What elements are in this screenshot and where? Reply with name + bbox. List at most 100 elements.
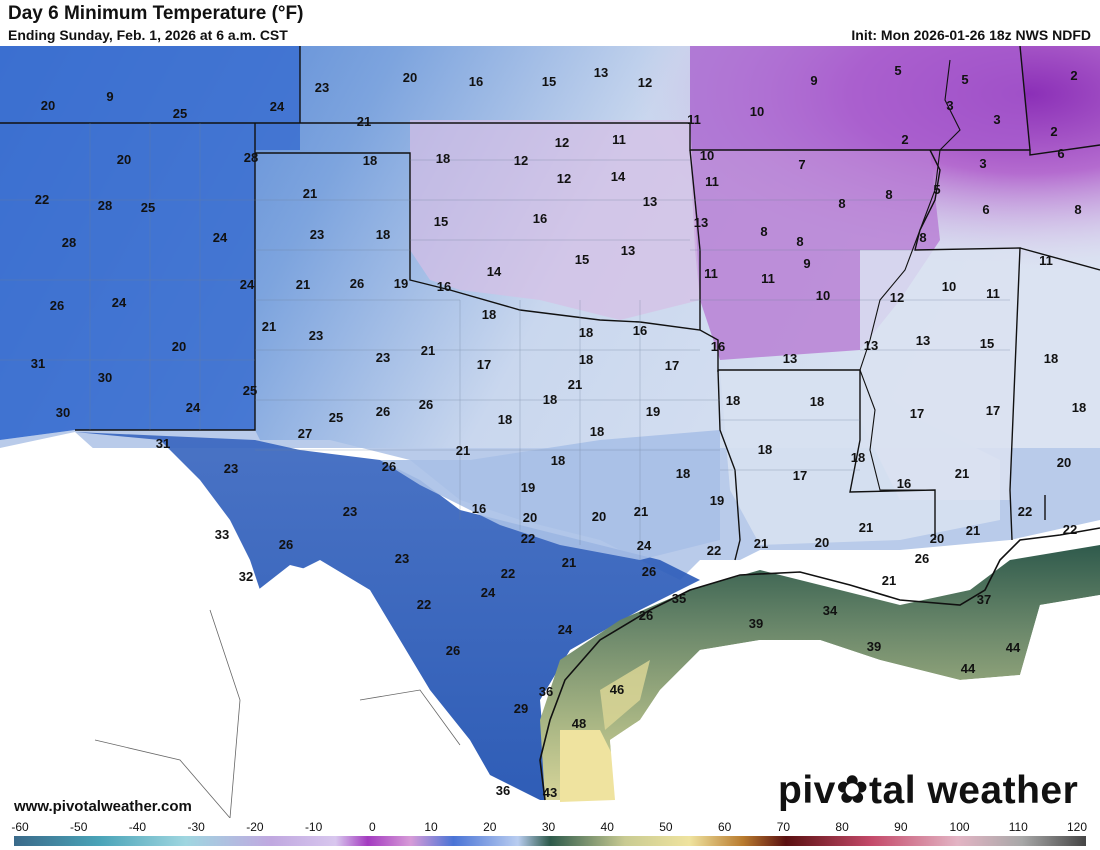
temperature-label: 3 bbox=[993, 112, 1000, 127]
temperature-label: 18 bbox=[851, 450, 865, 465]
legend-tick-label: -50 bbox=[70, 820, 88, 834]
temperature-label: 25 bbox=[173, 106, 187, 121]
temperature-label: 28 bbox=[98, 198, 112, 213]
temperature-label: 5 bbox=[961, 72, 968, 87]
temperature-label: 8 bbox=[796, 234, 803, 249]
temperature-label: 18 bbox=[498, 412, 512, 427]
temperature-label: 18 bbox=[579, 352, 593, 367]
temperature-label: 23 bbox=[395, 551, 409, 566]
legend-tick-label: 0 bbox=[369, 820, 376, 834]
temperature-label: 18 bbox=[676, 466, 690, 481]
temperature-label: 24 bbox=[558, 622, 573, 637]
temperature-label: 16 bbox=[437, 279, 451, 294]
temperature-label: 39 bbox=[749, 616, 763, 631]
temperature-label: 10 bbox=[942, 279, 956, 294]
temperature-label: 26 bbox=[350, 276, 364, 291]
oklahoma-lilac bbox=[410, 120, 700, 320]
temperature-label: 16 bbox=[469, 74, 483, 89]
temperature-label: 8 bbox=[760, 224, 767, 239]
mexico-region bbox=[0, 432, 545, 818]
temperature-label: 23 bbox=[315, 80, 329, 95]
temperature-label: 18 bbox=[1072, 400, 1086, 415]
temperature-label: 11 bbox=[761, 271, 775, 286]
legend-tick-label: 80 bbox=[835, 820, 849, 834]
temperature-label: 16 bbox=[533, 211, 547, 226]
valid-time-subtitle: Ending Sunday, Feb. 1, 2026 at 6 a.m. CS… bbox=[8, 27, 288, 43]
temperature-label: 6 bbox=[982, 202, 989, 217]
legend-tick-label: 40 bbox=[601, 820, 615, 834]
temperature-label: 15 bbox=[542, 74, 556, 89]
temperature-label: 26 bbox=[376, 404, 390, 419]
mexico-state-line-3 bbox=[359, 689, 461, 746]
logo-text-start: piv bbox=[778, 769, 836, 812]
temperature-label: 20 bbox=[815, 535, 829, 550]
gear-icon: ✿ bbox=[835, 769, 870, 812]
legend-tick-label: 10 bbox=[424, 820, 438, 834]
temperature-label: 30 bbox=[98, 370, 112, 385]
legend-tick-label: 30 bbox=[542, 820, 556, 834]
temperature-label: 22 bbox=[35, 192, 49, 207]
temperature-label: 14 bbox=[487, 264, 502, 279]
pivotal-weather-logo: piv✿tal weather bbox=[778, 768, 1078, 813]
legend-tick-label: -60 bbox=[11, 820, 29, 834]
temperature-label: 21 bbox=[568, 377, 582, 392]
temperature-label: 13 bbox=[643, 194, 657, 209]
temperature-label: 12 bbox=[890, 290, 904, 305]
temperature-label: 28 bbox=[62, 235, 76, 250]
missouri-purple bbox=[690, 46, 1030, 150]
legend-tick-label: -20 bbox=[246, 820, 264, 834]
temperature-label: 48 bbox=[572, 716, 586, 731]
temperature-label: 21 bbox=[859, 520, 873, 535]
temperature-label: 12 bbox=[557, 171, 571, 186]
temperature-label: 18 bbox=[758, 442, 772, 457]
temperature-label: 17 bbox=[910, 406, 924, 421]
temperature-label: 13 bbox=[783, 351, 797, 366]
temperature-label: 18 bbox=[482, 307, 496, 322]
temperature-label: 10 bbox=[750, 104, 764, 119]
temperature-label: 15 bbox=[980, 336, 994, 351]
temperature-label: 26 bbox=[639, 608, 653, 623]
temperature-label: 3 bbox=[946, 98, 953, 113]
temperature-label: 20 bbox=[930, 531, 944, 546]
temperature-label: 20 bbox=[403, 70, 417, 85]
logo-text-end: tal weather bbox=[869, 769, 1079, 812]
legend-tick-label: 90 bbox=[894, 820, 908, 834]
temperature-label: 18 bbox=[590, 424, 604, 439]
temperature-label: 21 bbox=[357, 114, 371, 129]
temperature-label: 21 bbox=[562, 555, 576, 570]
temperature-label: 24 bbox=[637, 538, 652, 553]
temperature-label: 20 bbox=[523, 510, 537, 525]
temperature-label: 18 bbox=[376, 227, 390, 242]
gulf-water bbox=[540, 545, 1100, 800]
temperature-label: 32 bbox=[239, 569, 253, 584]
temperature-label: 2 bbox=[1050, 124, 1057, 139]
temperature-label: 17 bbox=[477, 357, 491, 372]
temperature-label: 23 bbox=[343, 504, 357, 519]
temperature-label: 19 bbox=[646, 404, 660, 419]
temperature-label: 27 bbox=[298, 426, 312, 441]
temperature-label: 23 bbox=[309, 328, 323, 343]
temperature-label: 26 bbox=[446, 643, 460, 658]
temperature-label: 3 bbox=[979, 156, 986, 171]
temperature-label: 13 bbox=[594, 65, 608, 80]
temperature-label: 21 bbox=[262, 319, 276, 334]
model-init-label: Init: Mon 2026-01-26 18z NWS NDFD bbox=[851, 27, 1091, 43]
temperature-label: 44 bbox=[961, 661, 976, 676]
south-texas bbox=[75, 432, 700, 800]
temperature-label: 26 bbox=[915, 551, 929, 566]
temperature-label: 20 bbox=[1057, 455, 1071, 470]
temperature-label: 19 bbox=[710, 493, 724, 508]
temperature-label: 11 bbox=[705, 174, 719, 189]
legend-tick-label: 20 bbox=[483, 820, 497, 834]
temperature-label: 31 bbox=[156, 436, 170, 451]
temperature-label: 15 bbox=[434, 214, 448, 229]
temperature-label: 24 bbox=[481, 585, 496, 600]
temperature-label: 9 bbox=[803, 256, 810, 271]
temperature-label: 11 bbox=[612, 132, 626, 147]
mississippi-river bbox=[859, 59, 961, 491]
temperature-label: 12 bbox=[555, 135, 569, 150]
temperature-label: 22 bbox=[417, 597, 431, 612]
temperature-label: 18 bbox=[436, 151, 450, 166]
temperature-label: 7 bbox=[798, 157, 805, 172]
